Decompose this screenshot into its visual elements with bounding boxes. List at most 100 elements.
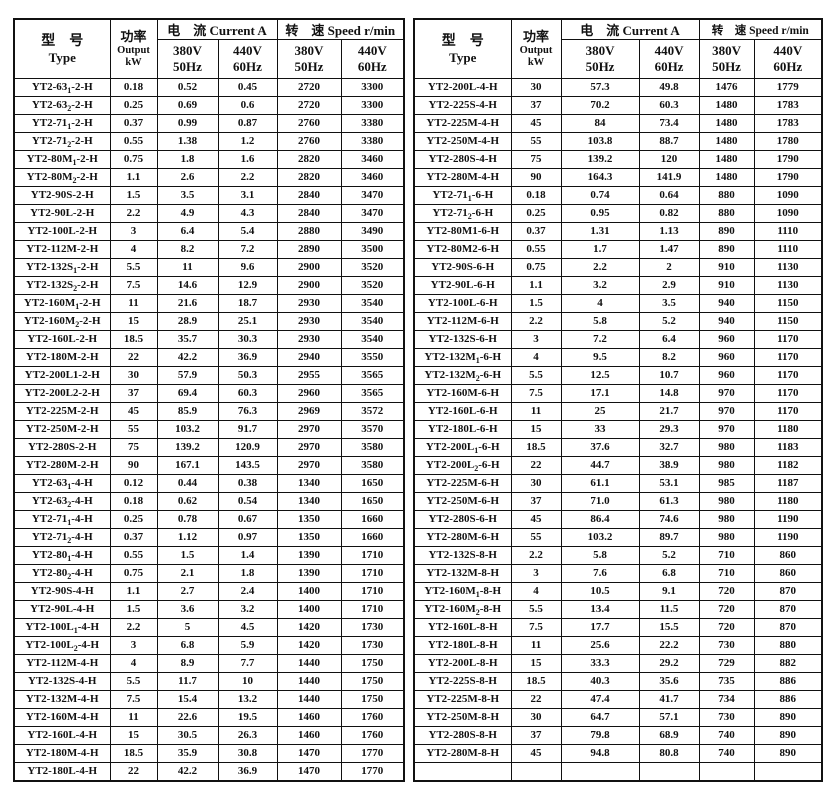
value-cell: 1790	[753, 150, 823, 169]
value-cell: 25	[560, 402, 640, 421]
type-cell: YT2-90L-2-H	[13, 204, 111, 223]
value-cell: 5.8	[560, 546, 640, 565]
value-cell: 2840	[276, 204, 342, 223]
type-cell: YT2-280M-6-H	[413, 528, 512, 547]
value-cell: 11.5	[638, 600, 700, 619]
value-cell: 1170	[753, 348, 823, 367]
type-cell: YT2-80M1-2-H	[13, 150, 111, 169]
type-cell: YT2-160M-6-H	[413, 384, 512, 403]
table-row: YT2-712-6-H 0.25 0.95 0.82 880 1090	[413, 204, 823, 223]
table-row: YT2-80M2-2-H 1.1 2.6 2.2 2820 3460	[13, 168, 405, 187]
value-cell: 3550	[340, 348, 405, 367]
col-header-speed: 转 速 Speed r/min	[698, 18, 823, 40]
table-row: YT2-225S-8-H 18.5 40.3 35.6 735 886	[413, 672, 823, 691]
value-cell: 15	[109, 726, 158, 745]
value-cell: 870	[753, 582, 823, 601]
value-cell: 17.7	[560, 618, 640, 637]
type-cell: YT2-112M-6-H	[413, 312, 512, 331]
value-cell: 1150	[753, 294, 823, 313]
value-cell: 1.1	[510, 276, 562, 295]
value-cell: 880	[698, 204, 755, 223]
value-cell: 22	[510, 690, 562, 709]
value-cell: 2.2	[109, 204, 158, 223]
table-row: YT2-632-2-H 0.25 0.69 0.6 2720 3300	[13, 96, 405, 115]
value-cell: 1.47	[638, 240, 700, 259]
value-cell: 11	[109, 294, 158, 313]
table-row: YT2-280S-4-H 75 139.2 120 1480 1790	[413, 150, 823, 169]
value-cell: 1340	[276, 474, 342, 493]
value-cell: 1180	[753, 420, 823, 439]
col-header-type: 型 号 Type	[413, 18, 512, 79]
value-cell: 3.2	[560, 276, 640, 295]
value-cell: 45	[510, 510, 562, 529]
value-cell: 1190	[753, 510, 823, 529]
value-cell: 18.5	[510, 438, 562, 457]
value-cell: 2970	[276, 456, 342, 475]
motor-spec-table-right: 型 号 Type 功率 Output kW 电 流 Current A 转 速 …	[413, 18, 824, 782]
type-cell: YT2-250M-2-H	[13, 420, 111, 439]
table-row: YT2-280M-6-H 55 103.2 89.7 980 1190	[413, 528, 823, 547]
table-row: YT2-280S-2-H 75 139.2 120.9 2970 3580	[13, 438, 405, 457]
power-unit-label: kW	[527, 57, 545, 68]
col-header-speed-380v: 380V 50Hz	[276, 39, 342, 79]
value-cell: 1150	[753, 312, 823, 331]
value-cell: 2.7	[156, 582, 219, 601]
value-cell: 30.8	[217, 744, 278, 763]
value-cell: 90	[109, 456, 158, 475]
value-cell: 5.5	[510, 366, 562, 385]
value-cell: 960	[698, 348, 755, 367]
value-cell: 1730	[340, 618, 405, 637]
type-cell: YT2-711-6-H	[413, 186, 512, 205]
value-cell: 860	[753, 564, 823, 583]
value-cell: 22	[109, 348, 158, 367]
value-cell: 57.3	[560, 78, 640, 97]
value-cell: 7.2	[217, 240, 278, 259]
col-header-power: 功率 Output kW	[109, 18, 158, 79]
value-cell: 970	[698, 384, 755, 403]
value-cell: 0.18	[510, 186, 562, 205]
value-cell: 710	[698, 564, 755, 583]
type-cell: YT2-180M-2-H	[13, 348, 111, 367]
type-cell: YT2-280M-2-H	[13, 456, 111, 475]
value-cell: 103.8	[560, 132, 640, 151]
value-cell: 2	[638, 258, 700, 277]
value-cell: 1.6	[217, 150, 278, 169]
value-cell: 7.6	[560, 564, 640, 583]
value-cell: 5	[156, 618, 219, 637]
value-cell: 1.5	[109, 600, 158, 619]
value-cell: 9.6	[217, 258, 278, 277]
type-cell: YT2-631-4-H	[13, 474, 111, 493]
value-cell: 5.2	[638, 546, 700, 565]
value-cell: 30	[109, 366, 158, 385]
type-cell: YT2-160M2-8-H	[413, 600, 512, 619]
value-cell: 30	[510, 708, 562, 727]
value-cell: 35.7	[156, 330, 219, 349]
value-cell: 29.2	[638, 654, 700, 673]
value-cell: 0.67	[217, 510, 278, 529]
col-header-power: 功率 Output kW	[510, 18, 562, 79]
type-cell: YT2-225S-4-H	[413, 96, 512, 115]
value-cell: 30.3	[217, 330, 278, 349]
value-cell: 45	[109, 402, 158, 421]
value-cell: 143.5	[217, 456, 278, 475]
type-cell: YT2-132M2-6-H	[413, 366, 512, 385]
value-cell: 2720	[276, 78, 342, 97]
type-cell: YT2-132M1-6-H	[413, 348, 512, 367]
value-cell: 1.8	[156, 150, 219, 169]
value-cell: 890	[698, 222, 755, 241]
value-cell: 4	[510, 348, 562, 367]
type-cell: YT2-225M-8-H	[413, 690, 512, 709]
value-cell: 0.75	[109, 150, 158, 169]
value-cell: 7.5	[510, 384, 562, 403]
value-cell: 10.7	[638, 366, 700, 385]
value-cell: 2880	[276, 222, 342, 241]
value-cell: 2.2	[510, 546, 562, 565]
value-cell: 980	[698, 528, 755, 547]
table-row: YT2-712-2-H 0.55 1.38 1.2 2760 3380	[13, 132, 405, 151]
value-cell: 960	[698, 330, 755, 349]
value-cell: 3572	[340, 402, 405, 421]
value-cell: 18.5	[510, 672, 562, 691]
table-row: YT2-160M1-2-H 11 21.6 18.7 2930 3540	[13, 294, 405, 313]
table-row: YT2-90S-2-H 1.5 3.5 3.1 2840 3470	[13, 186, 405, 205]
value-cell: 15	[510, 654, 562, 673]
